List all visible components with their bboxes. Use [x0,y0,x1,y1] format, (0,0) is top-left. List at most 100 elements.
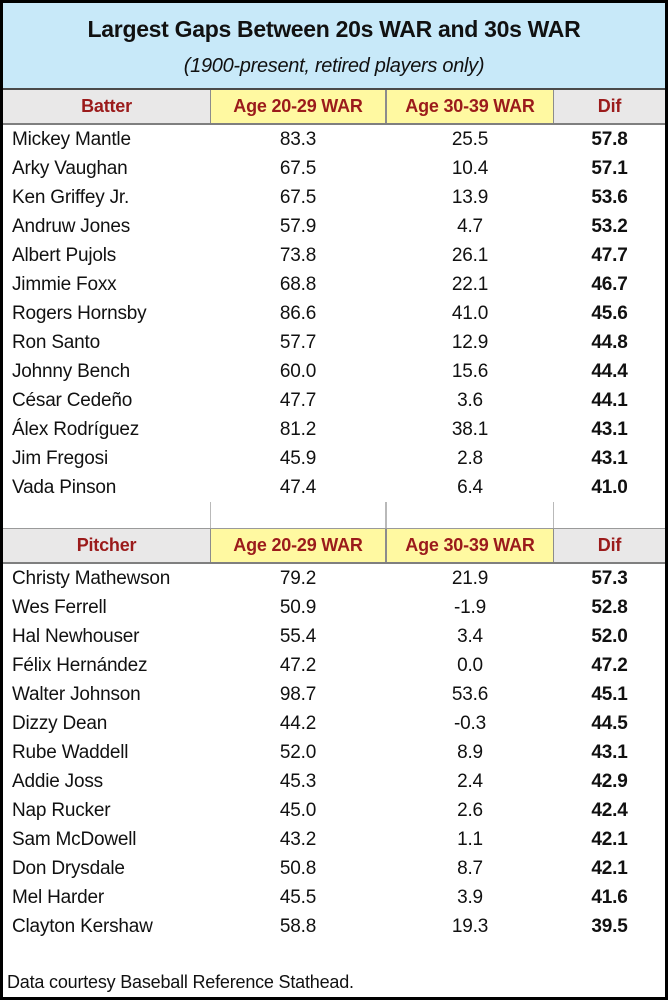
column-header-batter: Batter [3,90,210,123]
player-name-cell: Johnny Bench [12,360,131,382]
column-header-age-30-39-war: Age 30-39 WAR [386,529,554,562]
war-30-39-cell: 22.1 [451,273,489,295]
table-row: Clayton Kershaw 58.8 19.3 39.5 [3,912,665,941]
player-name-cell: Mel Harder [12,886,104,908]
war-30-39-cell: 0.0 [457,654,483,676]
dif-cell: 45.1 [591,683,628,705]
war-30-39-cell: 21.9 [451,567,489,589]
page-subtitle: (1900-present, retired players only) [183,54,485,77]
player-name-cell: Don Drysdale [12,857,125,879]
war-30-39-cell: 2.6 [457,799,483,821]
war-30-39-cell: 3.6 [457,389,483,411]
war-20-29-cell: 43.2 [279,828,317,850]
player-name-cell: Félix Hernández [12,654,148,676]
player-name-cell: Hal Newhouser [12,625,140,647]
player-name-cell: Arky Vaughan [12,157,128,179]
war-20-29-cell: 50.8 [279,857,317,879]
gap-cell [210,502,386,528]
dif-cell: 53.2 [591,215,628,237]
table-row: Ken Griffey Jr. 67.5 13.9 53.6 [3,183,665,212]
war-30-39-cell: 2.8 [457,447,483,469]
war-20-29-cell: 60.0 [279,360,317,382]
table-row: Jimmie Foxx 68.8 22.1 46.7 [3,270,665,299]
column-header-pitcher: Pitcher [3,529,210,562]
table-row: Mel Harder 45.5 3.9 41.6 [3,883,665,912]
war-30-39-cell: 38.1 [451,418,489,440]
war-30-39-cell: 2.4 [457,770,483,792]
war-20-29-cell: 44.2 [279,712,317,734]
table-row: Dizzy Dean 44.2 -0.3 44.5 [3,709,665,738]
war-30-39-cell: 15.6 [451,360,489,382]
page-title: Largest Gaps Between 20s WAR and 30s WAR [87,15,581,42]
gap-cell [386,502,554,528]
player-name-cell: Wes Ferrell [12,596,107,618]
table-row: Rogers Hornsby 86.6 41.0 45.6 [3,299,665,328]
pitcher-header-row: Pitcher Age 20-29 WAR Age 30-39 WAR Dif [3,528,665,564]
table-row: Christy Mathewson 79.2 21.9 57.3 [3,564,665,593]
gap-cell [3,502,210,528]
war-30-39-cell: 26.1 [451,244,489,266]
dif-cell: 46.7 [591,273,628,295]
dif-cell: 44.1 [591,389,628,411]
dif-cell: 45.6 [591,302,628,324]
batter-rows: Mickey Mantle 83.3 25.5 57.8 Arky Vaughan 67.… [3,125,665,502]
table-row: Ron Santo 57.7 12.9 44.8 [3,328,665,357]
column-header-age-30-39-war: Age 30-39 WAR [386,90,554,123]
table-row: Addie Joss 45.3 2.4 42.9 [3,767,665,796]
player-name-cell: Rogers Hornsby [12,302,147,324]
column-header-age-20-29-war: Age 20-29 WAR [210,90,386,123]
batter-header-row: Batter Age 20-29 WAR Age 30-39 WAR Dif [3,90,665,125]
dif-cell: 44.4 [591,360,628,382]
column-header-dif: Dif [554,529,665,562]
gap-cell [554,502,665,528]
war-20-29-cell: 55.4 [279,625,317,647]
title-band: Largest Gaps Between 20s WAR and 30s WAR… [3,3,665,90]
war-30-39-cell: 25.5 [451,128,489,150]
dif-cell: 42.9 [591,770,628,792]
player-name-cell: Clayton Kershaw [12,915,153,937]
player-name-cell: Rube Waddell [12,741,129,763]
player-name-cell: Addie Joss [12,770,103,792]
player-name-cell: Mickey Mantle [12,128,131,150]
war-30-39-cell: 3.4 [457,625,483,647]
war-20-29-cell: 98.7 [279,683,317,705]
table-row: Nap Rucker 45.0 2.6 42.4 [3,796,665,825]
table-row: Félix Hernández 47.2 0.0 47.2 [3,651,665,680]
war-30-39-cell: 4.7 [457,215,483,237]
player-name-cell: Jim Fregosi [12,447,108,469]
pitcher-rows: Christy Mathewson 79.2 21.9 57.3 Wes Ferrell… [3,564,665,941]
table-row: Vada Pinson 47.4 6.4 41.0 [3,473,665,502]
war-20-29-cell: 73.8 [279,244,317,266]
war-30-39-cell: 6.4 [457,476,483,498]
war-30-39-cell: 8.9 [457,741,483,763]
war-30-39-cell: 12.9 [451,331,489,353]
table-row: Álex Rodríguez 81.2 38.1 43.1 [3,415,665,444]
dif-cell: 42.4 [591,799,628,821]
footer-credit: Data courtesy Baseball Reference Stathea… [7,972,354,992]
dif-cell: 39.5 [591,915,628,937]
war-30-39-cell: 53.6 [451,683,489,705]
war-20-29-cell: 45.0 [279,799,317,821]
table-row: Walter Johnson 98.7 53.6 45.1 [3,680,665,709]
war-30-39-cell: 41.0 [451,302,489,324]
dif-cell: 41.0 [591,476,628,498]
section-gap [3,502,665,528]
war-20-29-cell: 47.4 [279,476,317,498]
dif-cell: 52.8 [591,596,628,618]
war-20-29-cell: 81.2 [279,418,317,440]
player-name-cell: Christy Mathewson [12,567,171,589]
table-row: Andruw Jones 57.9 4.7 53.2 [3,212,665,241]
table-row: Rube Waddell 52.0 8.9 43.1 [3,738,665,767]
dif-cell: 43.1 [591,447,628,469]
war-20-29-cell: 67.5 [279,186,317,208]
player-name-cell: Jimmie Foxx [12,273,117,295]
player-name-cell: Nap Rucker [12,799,111,821]
player-name-cell: Andruw Jones [12,215,131,237]
dif-cell: 43.1 [591,741,628,763]
war-30-39-cell: -0.3 [454,712,486,734]
war-20-29-cell: 47.2 [279,654,317,676]
dif-cell: 57.1 [591,157,628,179]
table-row: Jim Fregosi 45.9 2.8 43.1 [3,444,665,473]
war-20-29-cell: 57.7 [279,331,317,353]
war-20-29-cell: 68.8 [279,273,317,295]
